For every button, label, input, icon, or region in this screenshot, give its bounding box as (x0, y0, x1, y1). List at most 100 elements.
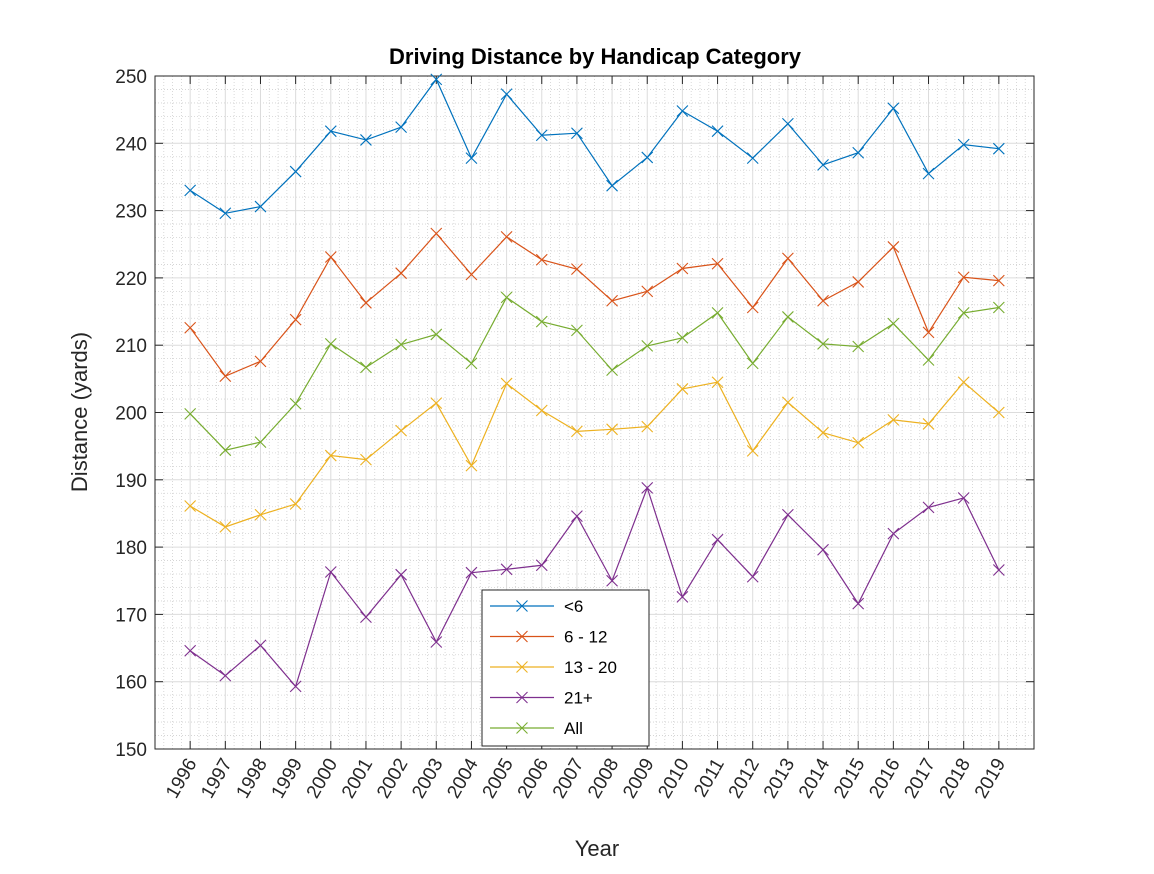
y-tick-label: 200 (115, 404, 147, 425)
marker-stroke (887, 527, 900, 540)
legend-label: All (564, 719, 583, 738)
x-tick-label: 1999 (268, 755, 307, 802)
marker-stroke (254, 355, 267, 368)
marker-stroke (516, 600, 528, 612)
marker-stroke (219, 521, 232, 533)
marker-stroke (360, 361, 372, 374)
data-point (746, 301, 759, 314)
x-tick-label: 2010 (654, 755, 693, 802)
y-tick-label: 210 (115, 336, 147, 357)
marker-stroke (430, 328, 443, 341)
x-axis-label: Year (575, 836, 619, 861)
marker-stroke (500, 377, 513, 390)
data-point (254, 355, 267, 368)
data-point (641, 151, 654, 164)
x-tick-label: 2005 (479, 755, 518, 802)
marker-stroke (430, 636, 443, 648)
data-point (992, 406, 1005, 419)
data-point (465, 268, 478, 281)
data-point (360, 134, 372, 146)
data-point (219, 444, 232, 457)
data-point (535, 559, 548, 572)
y-axis-label: Distance (yards) (67, 332, 92, 492)
marker-stroke (289, 397, 302, 410)
data-point (746, 570, 759, 583)
marker-stroke (324, 337, 337, 350)
data-point (571, 263, 583, 276)
legend-item: 13 - 20 (490, 658, 617, 677)
legend-label: 6 - 12 (564, 628, 607, 647)
marker-stroke (184, 407, 197, 420)
data-point (184, 184, 197, 197)
x-tick-label: 2004 (443, 755, 483, 802)
marker-stroke (746, 444, 759, 457)
marker-stroke (571, 263, 583, 276)
data-point (500, 291, 513, 304)
data-point (289, 313, 302, 326)
x-tick-label: 2012 (725, 755, 764, 802)
data-point (324, 251, 337, 263)
data-point (254, 200, 267, 213)
series-all (184, 291, 1005, 457)
data-point (957, 138, 970, 151)
marker-stroke (571, 127, 583, 140)
data-point (184, 321, 197, 334)
data-point (395, 267, 408, 280)
marker-stroke (465, 357, 478, 370)
marker-stroke (606, 574, 618, 587)
x-tick-label: 2018 (936, 755, 975, 802)
marker-stroke (465, 268, 478, 281)
data-point (992, 564, 1005, 576)
data-point (324, 449, 337, 462)
data-point (676, 591, 689, 603)
marker-stroke (535, 315, 548, 328)
data-point (817, 426, 829, 439)
data-point (817, 294, 829, 307)
data-point (535, 253, 548, 266)
marker-stroke (430, 397, 443, 409)
marker-stroke (360, 611, 372, 623)
data-point (324, 566, 337, 578)
marker-stroke (289, 313, 302, 326)
legend-marker (516, 630, 528, 643)
marker-stroke (360, 134, 372, 146)
data-point (781, 311, 794, 323)
data-point (817, 158, 829, 171)
marker-stroke (746, 570, 759, 583)
marker-stroke (746, 357, 759, 370)
x-tick-label: 2016 (865, 755, 904, 802)
marker-stroke (254, 508, 267, 521)
legend-item: 6 - 12 (490, 628, 607, 647)
data-point (711, 307, 724, 319)
x-tick-label: 2017 (901, 755, 940, 802)
marker-stroke (641, 481, 654, 494)
marker-stroke (711, 376, 724, 389)
series-line (189, 486, 1000, 688)
marker-stroke (746, 301, 759, 314)
marker-stroke (184, 321, 197, 334)
marker-stroke (535, 404, 548, 417)
marker-stroke (781, 117, 794, 130)
data-point (746, 152, 759, 164)
data-point (184, 500, 197, 512)
legend-label: 21+ (564, 689, 593, 708)
data-point (395, 568, 408, 581)
marker-stroke (360, 453, 372, 466)
marker-stroke (781, 252, 794, 265)
x-tick-label: 2006 (514, 755, 553, 802)
data-point (887, 241, 900, 253)
marker-stroke (254, 436, 267, 449)
series-21- (184, 481, 1005, 693)
data-point (922, 501, 935, 514)
data-point (289, 498, 302, 510)
data-point (606, 574, 618, 587)
marker-stroke (922, 418, 935, 430)
marker-stroke (430, 227, 443, 240)
marker-stroke (395, 267, 408, 280)
series-layer (184, 73, 1005, 693)
y-tick-label: 240 (115, 134, 147, 155)
marker-stroke (395, 568, 408, 581)
marker-stroke (887, 102, 900, 115)
marker-stroke (922, 501, 935, 514)
marker-stroke (957, 307, 970, 319)
